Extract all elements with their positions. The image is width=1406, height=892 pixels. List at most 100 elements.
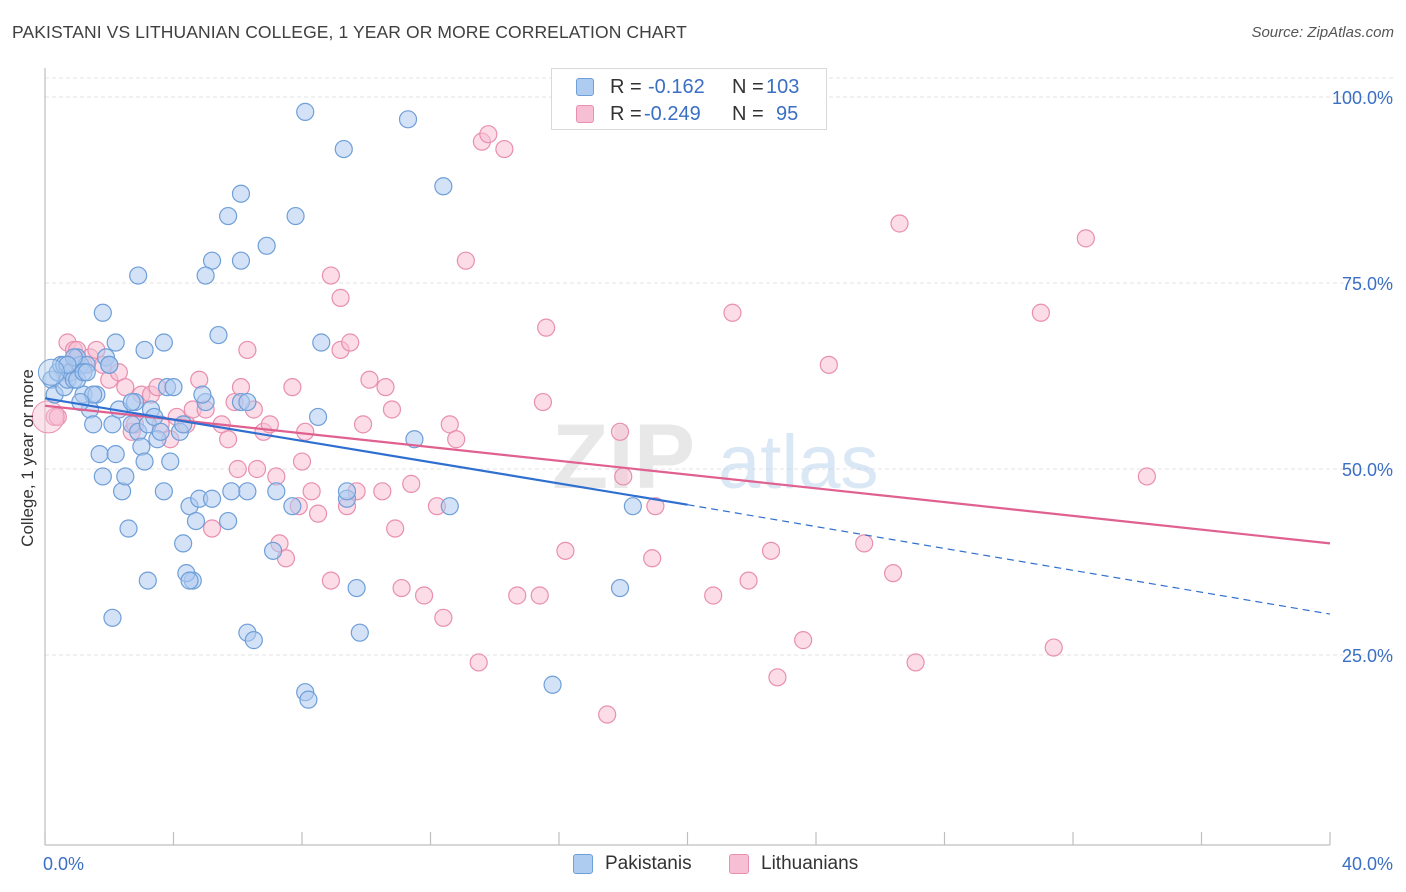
lithuanians-point <box>819 355 838 374</box>
lithuanians-point <box>1137 467 1156 486</box>
pakistanis-point <box>116 467 135 486</box>
lithuanians-point <box>321 571 341 590</box>
pakistanis-point <box>623 497 642 516</box>
pakistanis-point <box>174 415 193 434</box>
pakistanis-point <box>161 452 180 471</box>
lithuanians-point <box>508 586 527 605</box>
pakistanis-point <box>543 675 562 694</box>
pakistanis-point <box>106 445 125 464</box>
pakistanis-point <box>202 489 222 508</box>
lithuanians-point <box>761 541 781 560</box>
pakistanis-r-value: -0.162 <box>648 76 705 98</box>
lithuanians-point <box>228 459 247 479</box>
x-tick-label: 0.0% <box>43 854 84 874</box>
lithuanians-point <box>794 631 813 650</box>
y-tick-label: 25.0% <box>1342 646 1393 666</box>
pakistanis-point <box>180 571 199 590</box>
lithuanians-point <box>768 668 787 687</box>
pakistanis-point <box>164 378 183 397</box>
pakistanis-point <box>119 519 138 538</box>
watermark: ZIP atlas <box>552 406 879 508</box>
pakistanis-point <box>193 385 212 404</box>
pakistanis-point <box>222 482 241 501</box>
lithuanians-point <box>247 459 267 479</box>
lithuanians-point <box>360 370 379 389</box>
pakistanis-point <box>405 430 424 449</box>
y-tick-label: 100.0% <box>1332 88 1393 108</box>
pakistanis-point <box>308 407 328 427</box>
pakistanis-point <box>231 251 251 270</box>
lithuanians-point <box>906 653 925 672</box>
pakistanis-point <box>174 534 193 553</box>
pakistanis-point <box>257 236 276 255</box>
lithuanians-point <box>414 586 434 605</box>
y-axis-label: College, 1 year or more <box>18 369 37 547</box>
pakistanis-trend-extension <box>687 504 1331 615</box>
lithuanians-point <box>469 653 488 672</box>
lithuanians-swatch <box>576 105 594 123</box>
pakistanis-point <box>100 355 119 374</box>
lithuanians-n-value: 95 <box>776 103 799 125</box>
lithuanians-point <box>883 564 903 583</box>
chart-title: PAKISTANI VS LITHUANIAN COLLEGE, 1 YEAR … <box>12 22 687 42</box>
lithuanians-point <box>533 392 553 412</box>
pakistanis-point <box>231 184 251 203</box>
lithuanians-point <box>321 266 341 285</box>
lithuanians-point <box>386 519 405 538</box>
source-label: Source: ZipAtlas.com <box>1251 24 1394 41</box>
pakistanis-point <box>244 631 263 650</box>
lithuanians-point <box>610 422 630 441</box>
lithuanians-point <box>48 407 67 427</box>
lithuanians-point <box>495 139 514 159</box>
pakistanis-point <box>299 690 318 709</box>
pakistanis-n-value: 103 <box>766 76 800 98</box>
lithuanians-trend-line <box>44 404 1331 545</box>
r-label: R = <box>610 76 642 98</box>
lithuanians-point <box>723 303 742 322</box>
pakistanis-point <box>337 482 357 501</box>
lithuanians-point <box>1076 229 1095 248</box>
pakistanis-point <box>219 206 238 226</box>
pakistanis-point <box>196 266 215 285</box>
lithuanians-legend-label: Lithuanians <box>761 853 859 874</box>
lithuanians-point <box>479 125 498 144</box>
grid-lines <box>45 77 1395 656</box>
pakistanis-point <box>238 482 257 501</box>
r-label: R = <box>610 103 642 125</box>
pakistanis-point <box>440 497 459 516</box>
lithuanians-point <box>376 378 395 397</box>
lithuanians-point <box>1044 638 1063 657</box>
lithuanians-point <box>855 534 874 553</box>
pakistanis-swatch <box>576 78 594 96</box>
lithuanians-point <box>292 452 312 471</box>
lithuanians-point <box>373 482 392 501</box>
lithuanians-point <box>537 318 556 337</box>
pakistanis-point <box>350 623 369 642</box>
lithuanians-point <box>308 504 328 523</box>
lithuanians-point <box>1031 303 1050 322</box>
lithuanians-point <box>598 705 617 724</box>
lithuanians-r-value: -0.249 <box>644 103 701 125</box>
lithuanians-point <box>283 378 302 397</box>
lithuanians-point <box>434 608 453 627</box>
trend-lines <box>44 397 1331 615</box>
pakistanis-point <box>312 333 331 352</box>
pakistanis-trend-line <box>44 397 688 506</box>
lithuanians-point <box>392 578 411 598</box>
watermark-atlas: atlas <box>718 420 879 505</box>
pakistanis-point <box>267 482 286 501</box>
pakistanis-point <box>219 511 238 531</box>
pakistanis-point <box>37 358 65 386</box>
pakistanis-point <box>610 578 630 598</box>
n-label: N = <box>732 76 764 98</box>
pakistanis-point <box>398 110 418 129</box>
legend-row-pakistanis: R = -0.162 N = 103 <box>552 73 826 101</box>
lithuanians-point <box>556 541 575 560</box>
lithuanians-point <box>530 586 549 605</box>
pakistanis-point <box>106 333 125 352</box>
tick-labels: 100.0% 75.0% 50.0% 25.0% 0.0% 40.0% <box>43 88 1393 874</box>
pakistanis-point <box>209 325 228 345</box>
pakistanis-point <box>122 392 141 412</box>
pakistanis-point <box>112 482 132 501</box>
